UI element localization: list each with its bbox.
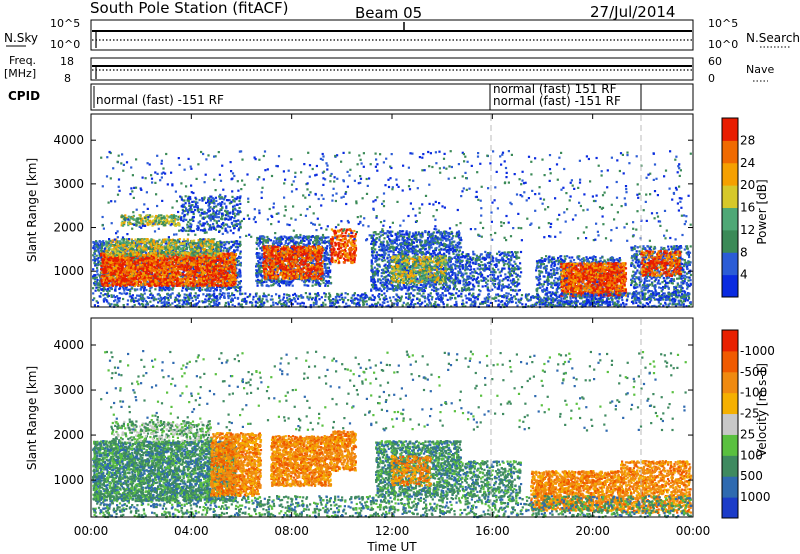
- time-tick-label: 04:00: [174, 524, 209, 538]
- power-ylabel: Slant Range [km]: [25, 158, 39, 262]
- colorbar-tick-label: 500: [740, 469, 763, 483]
- time-tick-label: 00:00: [74, 524, 109, 538]
- colorbar-tick-label: 20: [740, 178, 755, 192]
- cpid-segment-1: normal (fast) -151 RF: [96, 93, 224, 107]
- colorbar-swatch: [722, 229, 738, 253]
- colorbar-tick-label: 24: [740, 156, 755, 170]
- freq-tick-top: 18: [60, 55, 74, 68]
- colorbar-swatch: [722, 350, 738, 373]
- power-heatmap: 1000 2000 3000 4000 Slant Range [km]: [25, 113, 694, 309]
- colorbar-tick-label: 4: [740, 268, 748, 282]
- range-tick-label: 1000: [53, 473, 84, 487]
- colorbar-swatch: [722, 274, 738, 298]
- nave-tick-bottom: 0: [708, 72, 715, 85]
- nave-label: Nave: [746, 63, 774, 76]
- colorbar-tick-label: -100: [740, 386, 767, 400]
- colorbar-swatch: [722, 330, 738, 352]
- colorbar-tick-label: -1000: [740, 344, 775, 358]
- time-axis: 00:00 04:00 08:00 12:00 16:00 20:00 00:00: [74, 114, 711, 538]
- colorbar-swatch: [722, 434, 738, 456]
- freq-unit: [MHz]: [4, 67, 36, 80]
- nsky-tick-top: 10^5: [50, 17, 80, 30]
- cpid-segment-2: normal (fast) 151 RF: [493, 82, 617, 96]
- colorbar-tick-label: 1000: [740, 490, 771, 504]
- range-tick-label: 4000: [53, 133, 84, 147]
- time-axis-label: Time UT: [366, 540, 417, 554]
- colorbar-tick-label: 12: [740, 223, 755, 237]
- velocity-colorbar: 1000 500 100 25 -25 -100 -500 -1000: [721, 329, 775, 519]
- nsearch-tick-top: 10^5: [708, 17, 738, 30]
- beam-label: Beam 05: [355, 4, 422, 22]
- colorbar-tick-label: 28: [740, 133, 755, 147]
- colorbar-swatch: [722, 185, 738, 208]
- colorbar-swatch: [722, 392, 738, 415]
- power-colorbar-label: Power [dB]: [755, 179, 769, 244]
- colorbar-tick-label: 25: [740, 427, 755, 441]
- colorbar-swatch: [722, 207, 738, 231]
- cpid-segment-3: normal (fast) -151 RF: [493, 94, 621, 108]
- colorbar-swatch: [722, 118, 738, 141]
- colorbar-swatch: [722, 162, 738, 186]
- date-label: 27/Jul/2014: [590, 3, 675, 21]
- colorbar-swatch: [722, 252, 738, 276]
- range-tick-label: 2000: [53, 221, 84, 235]
- nave-tick-top: 60: [708, 55, 722, 68]
- power-colorbar: 4 8 12 16 20 24 28: [721, 117, 755, 298]
- freq-tick-bottom: 8: [64, 72, 71, 85]
- range-tick-label: 3000: [53, 383, 84, 397]
- range-tick-label: 3000: [53, 177, 84, 191]
- velocity-ylabel: Slant Range [km]: [25, 366, 39, 470]
- cpid-panel: CPID normal (fast) -151 RF normal (fast)…: [8, 82, 694, 111]
- nsky-label: N.Sky: [4, 31, 38, 45]
- nsky-tick-bottom: 10^0: [50, 38, 80, 51]
- time-tick-label: 16:00: [475, 524, 510, 538]
- colorbar-swatch: [722, 371, 738, 394]
- colorbar-tick-label: 8: [740, 245, 748, 259]
- colorbar-tick-label: 100: [740, 448, 763, 462]
- colorbar-swatch: [722, 455, 738, 477]
- range-tick-label: 1000: [53, 264, 84, 278]
- freq-panel: Freq. [MHz] 18 8 60 0 Nave: [4, 54, 774, 85]
- time-tick-label: 12:00: [375, 524, 410, 538]
- time-tick-label: 20:00: [575, 524, 610, 538]
- range-tick-label: 2000: [53, 428, 84, 442]
- colorbar-swatch: [722, 476, 738, 498]
- freq-label: Freq.: [9, 54, 36, 67]
- colorbar-tick-label: 16: [740, 201, 755, 215]
- nsearch-tick-bottom: 10^0: [708, 38, 738, 51]
- time-tick-label: 00:00: [676, 524, 711, 538]
- colorbar-tick-label: -500: [740, 365, 767, 379]
- velocity-heatmap: 1000 2000 3000 4000 Slant Range [km]: [25, 317, 694, 519]
- time-tick-label: 08:00: [274, 524, 309, 538]
- colorbar-swatch: [722, 497, 738, 519]
- range-tick-label: 4000: [53, 338, 84, 352]
- colorbar-swatch: [722, 140, 738, 164]
- colorbar-swatch: [722, 413, 738, 435]
- nsky-panel: N.Sky 10^5 10^0 10^5 10^0 N.Search: [4, 17, 800, 51]
- colorbar-tick-label: -25: [740, 407, 760, 421]
- station-title: South Pole Station (fitACF): [90, 0, 288, 17]
- cpid-label: CPID: [8, 89, 40, 103]
- velocity-colorbar-label: Velocity [m s-1]: [755, 363, 769, 457]
- nsearch-label: N.Search: [746, 31, 800, 45]
